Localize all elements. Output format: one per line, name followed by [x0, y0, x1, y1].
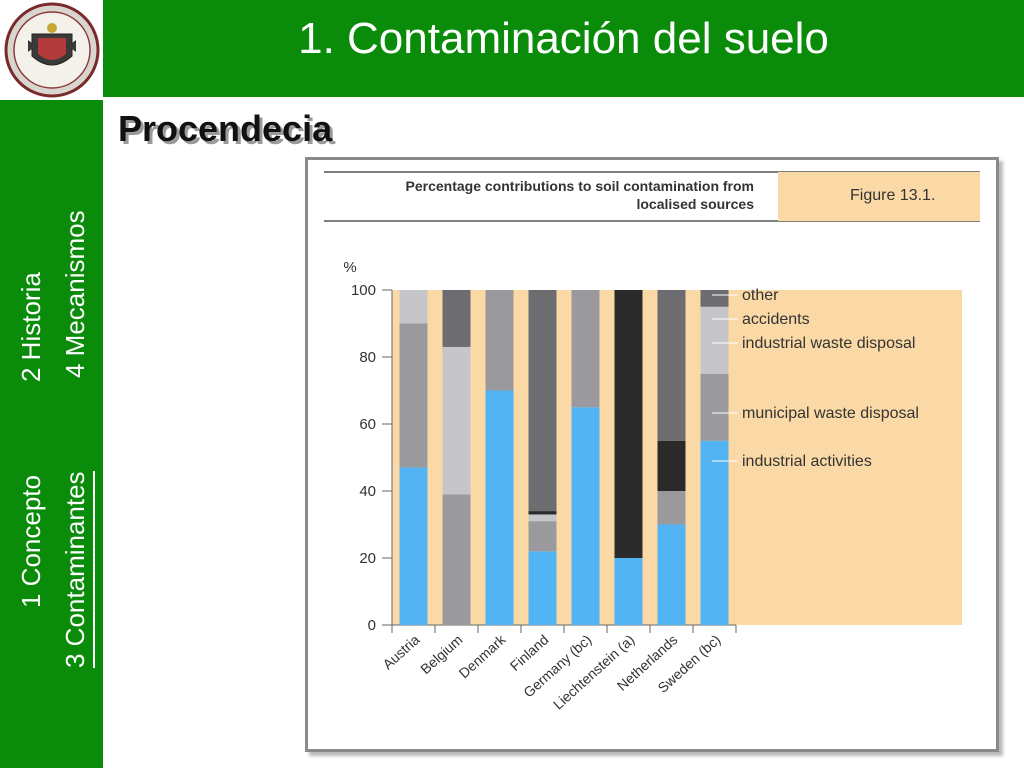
nav-item-mecanismos[interactable]: 4 Mecanismos: [60, 210, 90, 378]
y-tick-label-3: 60: [359, 416, 376, 433]
bar-segment-1-1: [442, 494, 471, 625]
stacked-bar-chart: Percentage contributions to soil contami…: [324, 171, 980, 712]
x-tick-label-2: Denmark: [456, 631, 510, 682]
bar-segment-3-1: [528, 521, 557, 552]
y-tick-label-1: 20: [359, 550, 376, 567]
bar-segment-3-3: [528, 511, 557, 515]
bar-segment-0-1: [399, 323, 428, 468]
nav-item-historia[interactable]: 2 Historia: [16, 272, 46, 382]
slide-title: 1. Contaminación del suelo: [298, 14, 829, 63]
sidebar-nav: 1 Concepto 2 Historia 3 Contaminantes 4 …: [0, 100, 103, 768]
y-tick-label-0: 0: [368, 617, 376, 634]
bar-segment-7-1: [700, 373, 729, 441]
y-tick-label-2: 40: [359, 483, 376, 500]
y-axis-label: %: [343, 259, 356, 276]
figure-label-panel: [778, 172, 980, 221]
legend-label-1: accidents: [742, 311, 810, 328]
bar-segment-1-2: [442, 346, 471, 495]
bar-segment-6-4: [657, 290, 686, 441]
logo-area: [0, 0, 103, 100]
bar-segment-2-0: [485, 390, 514, 625]
figure-label: Figure 13.1.: [850, 187, 935, 204]
bar-segment-0-2: [399, 290, 428, 324]
bar-segment-4-0: [571, 407, 600, 625]
bar-segment-7-0: [700, 440, 729, 625]
bar-segment-3-0: [528, 551, 557, 625]
bar-segment-5-3: [614, 290, 643, 558]
university-crest-logo: [4, 2, 100, 98]
legend-label-4: industrial activities: [742, 453, 872, 470]
legend-label-0: other: [742, 287, 779, 304]
bar-segment-4-1: [571, 290, 600, 408]
title-bar: 1. Contaminación del suelo: [103, 0, 1024, 97]
bar-segment-3-2: [528, 514, 557, 522]
figure-frame: Percentage contributions to soil contami…: [305, 157, 999, 752]
bar-segment-7-2: [700, 306, 729, 374]
bar-segment-1-4: [442, 290, 471, 347]
legend-label-2: industrial waste disposal: [742, 335, 915, 352]
bar-segment-5-0: [614, 558, 643, 625]
bar-segment-6-3: [657, 440, 686, 491]
bar-segment-0-0: [399, 467, 428, 625]
bar-segment-7-4: [700, 290, 729, 307]
legend-label-3: municipal waste disposal: [742, 405, 919, 422]
bar-segment-2-1: [485, 290, 514, 391]
nav-item-concepto[interactable]: 1 Concepto: [16, 475, 46, 608]
nav-item-contaminantes[interactable]: 3 Contaminantes: [60, 471, 95, 668]
chart-title-line-2: localised sources: [636, 196, 754, 212]
y-tick-label-4: 80: [359, 349, 376, 366]
y-tick-label-5: 100: [351, 282, 376, 299]
bar-segment-6-1: [657, 491, 686, 525]
chart-title-line-1: Percentage contributions to soil contami…: [406, 178, 754, 194]
x-tick-label-0: Austria: [379, 631, 422, 672]
bar-segment-6-0: [657, 524, 686, 625]
section-subtitle: Procendecia: [118, 108, 333, 149]
bar-segment-3-4: [528, 290, 557, 512]
